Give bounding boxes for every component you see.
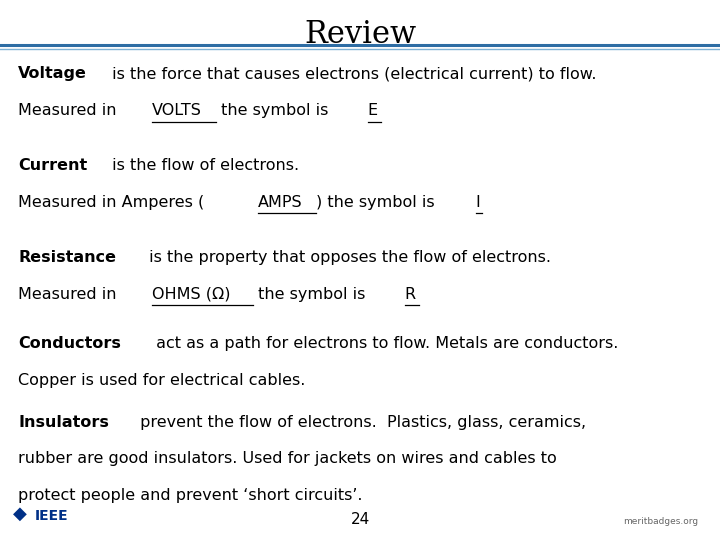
Text: is the flow of electrons.: is the flow of electrons. <box>107 158 300 173</box>
Text: Conductors: Conductors <box>18 336 121 352</box>
Text: ◆: ◆ <box>13 505 27 523</box>
Text: act as a path for electrons to flow. Metals are conductors.: act as a path for electrons to flow. Met… <box>150 336 618 352</box>
Text: Insulators: Insulators <box>18 415 109 430</box>
Text: Voltage: Voltage <box>18 66 87 82</box>
Text: Measured in: Measured in <box>18 103 122 118</box>
Text: I: I <box>476 195 480 210</box>
Text: Review: Review <box>304 19 416 50</box>
Text: meritbadges.org: meritbadges.org <box>624 517 698 526</box>
Text: Measured in: Measured in <box>18 287 122 302</box>
Text: VOLTS: VOLTS <box>152 103 202 118</box>
Text: R: R <box>405 287 415 302</box>
Text: Resistance: Resistance <box>18 250 116 265</box>
Text: rubber are good insulators. Used for jackets on wires and cables to: rubber are good insulators. Used for jac… <box>18 451 557 467</box>
Text: AMPS: AMPS <box>258 195 303 210</box>
Text: Current: Current <box>18 158 87 173</box>
Text: protect people and prevent ‘short circuits’.: protect people and prevent ‘short circui… <box>18 488 362 503</box>
Text: E: E <box>368 103 378 118</box>
Text: ) the symbol is: ) the symbol is <box>316 195 440 210</box>
Text: Copper is used for electrical cables.: Copper is used for electrical cables. <box>18 373 305 388</box>
Text: 24: 24 <box>351 511 369 526</box>
Text: is the property that opposes the flow of electrons.: is the property that opposes the flow of… <box>145 250 552 265</box>
Text: OHMS (Ω): OHMS (Ω) <box>152 287 230 302</box>
Text: IEEE: IEEE <box>35 509 68 523</box>
Text: the symbol is: the symbol is <box>216 103 333 118</box>
Text: is the force that causes electrons (electrical current) to flow.: is the force that causes electrons (elec… <box>107 66 596 82</box>
Text: the symbol is: the symbol is <box>253 287 371 302</box>
Text: prevent the flow of electrons.  Plastics, glass, ceramics,: prevent the flow of electrons. Plastics,… <box>135 415 586 430</box>
Text: Measured in Amperes (: Measured in Amperes ( <box>18 195 204 210</box>
